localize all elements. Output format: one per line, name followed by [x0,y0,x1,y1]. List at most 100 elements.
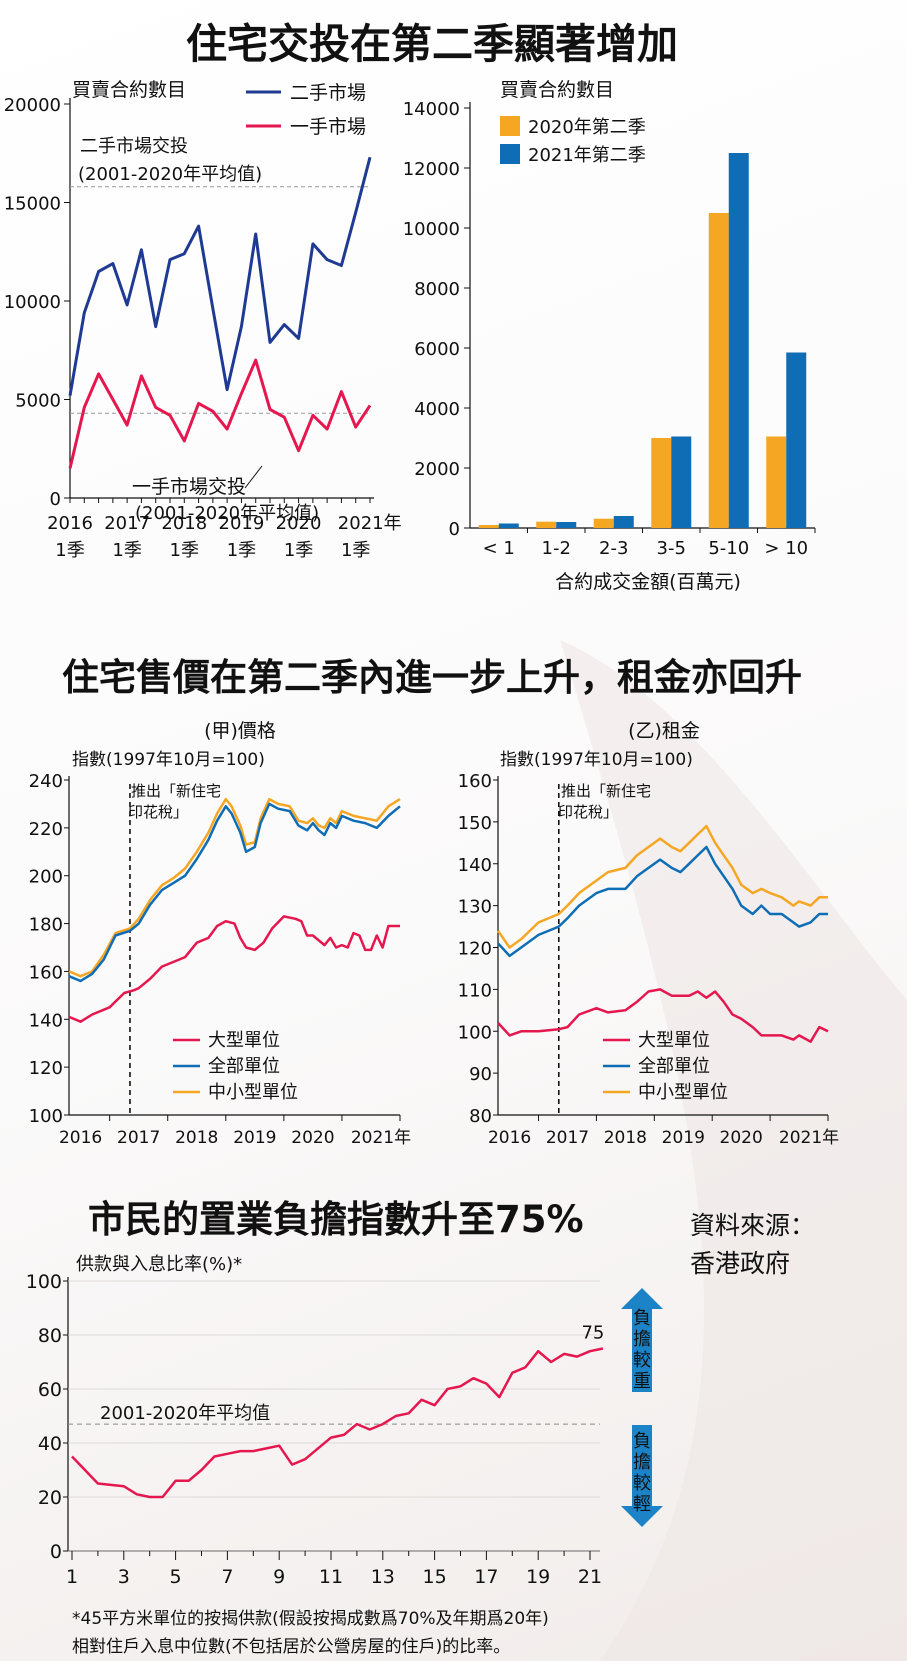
legend-swatch-2021 [500,144,520,164]
c3-legend-label-all: 全部單位 [208,1056,280,1077]
section3-title: 市民的置業負擔指數升至75% [88,1198,584,1241]
legend-swatch-2020 [500,116,520,136]
c5-xtick-label: 5 [170,1566,182,1588]
c2-ytick-label: 14000 [403,99,460,120]
c2-category-label: 2-3 [599,538,628,559]
c2-ytick-label: 6000 [414,339,460,360]
c3-ytick-label: 240 [29,771,63,792]
section1-title: 住宅交投在第二季顯著增加 [186,20,678,68]
arrow-up-icon [621,1288,663,1392]
c4-xtick-label: 2016 [488,1128,531,1148]
c1-xtick-year: 2017 [104,513,150,534]
c2-bar-2020 [651,438,672,528]
background-swirl [560,640,907,1661]
c5-ylabel: 供款與入息比率(%)* [76,1254,242,1275]
c2-bar-2020 [708,213,729,528]
c5-ytick-label: 0 [50,1541,62,1563]
c1-series-first-line [68,358,372,469]
ann-second-1: 二手市場交投 [80,136,188,157]
c3-ytick-label: 140 [29,1010,63,1031]
c3-note-2: 印花稅」 [128,803,188,821]
c3-ytick-label: 100 [29,1106,63,1127]
c4-xtick-label: 2017 [546,1128,589,1148]
arrow-up-text-char: 較 [633,1350,651,1371]
c4-xtick-label: 2018 [604,1128,647,1148]
c3-xtick-label: 2016 [59,1128,102,1148]
c2-bar-2021 [728,153,749,528]
c5-xtick-label: 15 [423,1566,447,1588]
c2-ytick-label: 4000 [414,399,460,420]
c5-xtick-label: 13 [371,1566,395,1588]
c3-legend-label-large: 大型單位 [208,1030,280,1051]
c5-xtick-label: 11 [319,1566,343,1588]
c4-xtick-label: 2021年 [779,1128,839,1148]
c2-category-label: > 10 [764,538,808,559]
c2-ytick-label: 2000 [414,459,460,480]
c5-ytick-label: 60 [38,1379,62,1401]
arrow-up-text-char: 負 [633,1308,651,1329]
c2-bar-2021 [786,352,807,528]
c1-xtick-quarter: 1季 [284,540,313,561]
arrow-down-icon [621,1425,663,1527]
c5-ytick-label: 40 [38,1433,62,1455]
c1-xtick-year: 2019 [219,513,265,534]
c5-xtick-label: 7 [221,1566,233,1588]
c3-ytick-label: 120 [29,1058,63,1079]
c4-note-1: 推出「新住宅 [561,782,651,800]
c4-legend-label-all: 全部單位 [638,1056,710,1077]
c1-ytick-label: 20000 [4,95,61,116]
c2-ylabel: 買賣合約數目 [500,79,614,101]
section2-title: 住宅售價在第二季內進一步上升，租金亦回升 [62,656,802,699]
c1-xtick-quarter: 1季 [170,540,199,561]
c1-xtick-quarter: 1季 [341,540,370,561]
c5-xtick-label: 3 [118,1566,130,1588]
c1-xtick-quarter: 1季 [227,540,256,561]
c3-ytick-label: 220 [29,819,63,840]
c4-ytick-label: 160 [458,771,492,792]
c4-series-large-line [497,988,829,1043]
c3-ytick-label: 160 [29,962,63,983]
c5-avg-label: 2001-2020年平均值 [100,1403,270,1424]
chart-affordability-line: 供款與入息比率(%)* 2001-2020年平均值 *45平方米單位的按揭供款(… [26,1254,663,1657]
arrow-down-text-char: 輕 [633,1494,651,1515]
c2-bar-2021 [671,436,692,528]
source-label: 資料來源： [690,1211,815,1240]
c1-xtick-year: 2016 [47,513,93,534]
c5-last-value-label: 75 [581,1323,604,1344]
c1-xtick-year: 2020 [276,513,322,534]
c2-ytick-label: 10000 [403,219,460,240]
c4-legend-label-small: 中小型單位 [638,1082,728,1103]
ann-first-1: 一手市場交投 [132,476,246,498]
footnote-1: *45平方米單位的按揭供款(假設按揭成數爲70%及年期爲20年) [72,1609,549,1629]
c3-ylabel: 指數(1997年10月=100) [72,750,265,770]
c1-xtick-year: 2018 [161,513,207,534]
c1-series-second-line [68,156,372,396]
c1-ytick-label: 10000 [4,292,61,313]
c3-xtick-label: 2018 [175,1128,218,1148]
c3-xtick-label: 2020 [291,1128,334,1148]
c2-ytick-label: 12000 [403,159,460,180]
c4-ytick-label: 120 [458,939,492,960]
c3-note-1: 推出「新住宅 [131,782,221,800]
c5-ytick-label: 20 [38,1487,62,1509]
arrow-down-text-char: 擔 [633,1452,651,1473]
legend-label-second: 二手市場 [290,82,366,104]
arrow-down-text-char: 負 [633,1431,651,1452]
c3-xtick-label: 2021年 [351,1128,411,1148]
c3-ytick-label: 200 [29,867,63,888]
c4-note-2: 印花稅」 [558,803,618,821]
ann-second-2: (2001-2020年平均值) [78,164,262,185]
c4-xtick-label: 2020 [720,1128,763,1148]
c3-legend-label-small: 中小型單位 [208,1082,298,1103]
c4-ytick-label: 130 [458,897,492,918]
c1-ylabel: 買賣合約數目 [72,79,186,101]
chart-prices-line: (甲)價格 指數(1997年10月=100) 推出「新住宅 印花稅」 大型單位 … [29,720,411,1148]
c4-ylabel: 指數(1997年10月=100) [500,750,693,770]
c2-ytick-label: 0 [449,519,460,540]
c2-category-label: 5-10 [708,538,749,559]
c2-category-label: 1-2 [542,538,571,559]
c2-bar-2020 [766,436,787,528]
c4-legend-label-large: 大型單位 [638,1030,710,1051]
c5-series-line [71,1347,604,1499]
c1-ytick-label: 15000 [4,194,61,215]
